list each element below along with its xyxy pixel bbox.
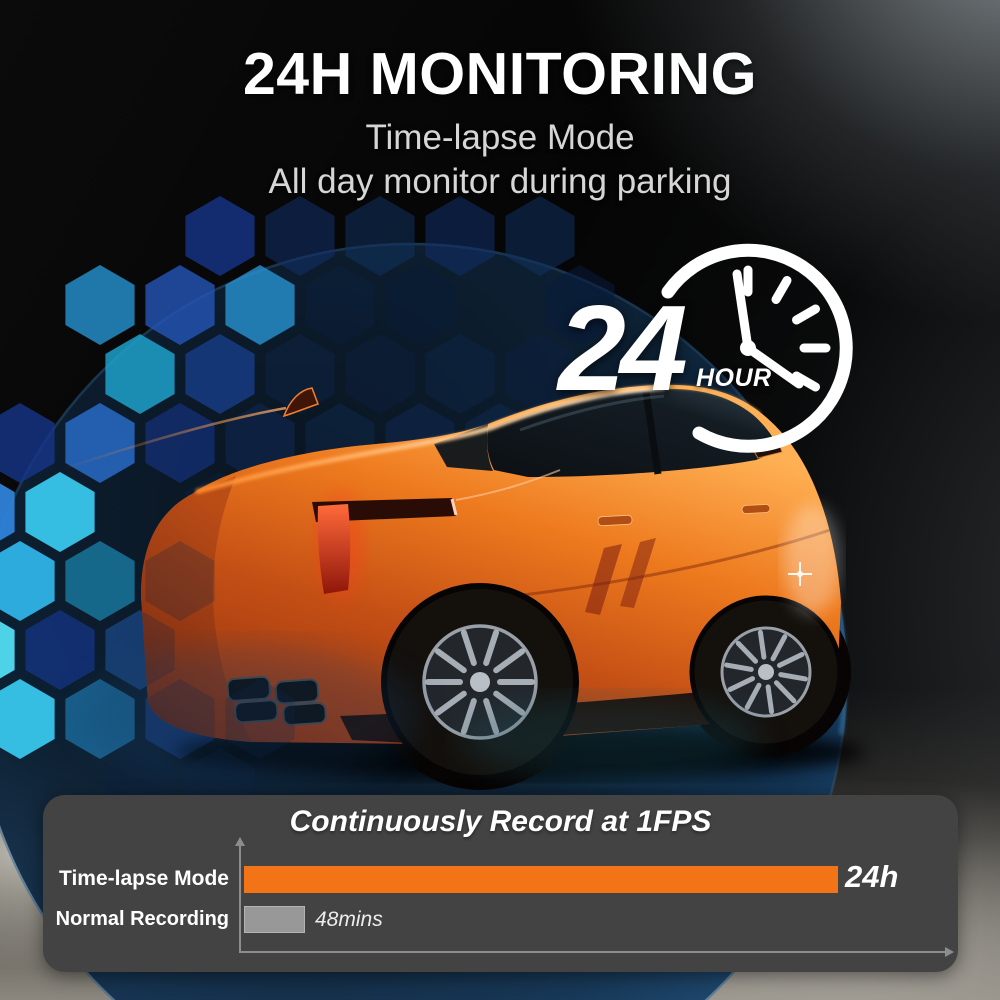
- subtitle-line2: All day monitor during parking: [268, 162, 732, 201]
- clock-24-number: 24: [558, 280, 688, 416]
- light-streak: [59, 387, 319, 472]
- bar-label-timelapse: Time-lapse Mode: [59, 867, 229, 890]
- minute-hand: [732, 269, 753, 353]
- bar-track: [244, 906, 838, 933]
- bar-track: [244, 866, 838, 893]
- door-handle: [597, 514, 633, 527]
- bar-value-timelapse: 24h: [845, 859, 899, 894]
- sparkle: [788, 562, 812, 586]
- antenna-fin: [282, 387, 319, 418]
- bar-value-normal: 48mins: [315, 908, 383, 931]
- recording-comparison-panel: Continuously Record at 1FPS Time-lapse M…: [43, 795, 958, 972]
- door-handle: [741, 504, 771, 514]
- tail-light: [312, 469, 561, 599]
- chart-y-axis: [235, 837, 245, 953]
- subtitle-line1: Time-lapse Mode: [365, 118, 635, 157]
- clock-hour-label: HOUR: [696, 364, 772, 392]
- hour-hand: [743, 343, 804, 389]
- chart-x-axis: [239, 947, 954, 957]
- car-windows: [487, 388, 780, 477]
- front-wheel: [689, 595, 843, 749]
- timelapse-bar: [244, 866, 838, 893]
- normal-recording-bar: [244, 906, 306, 933]
- bar-label-normal: Normal Recording: [55, 908, 229, 930]
- page-title: 24H MONITORING: [242, 41, 758, 107]
- chart-title: Continuously Record at 1FPS: [289, 805, 712, 838]
- clock-icon: [661, 243, 853, 453]
